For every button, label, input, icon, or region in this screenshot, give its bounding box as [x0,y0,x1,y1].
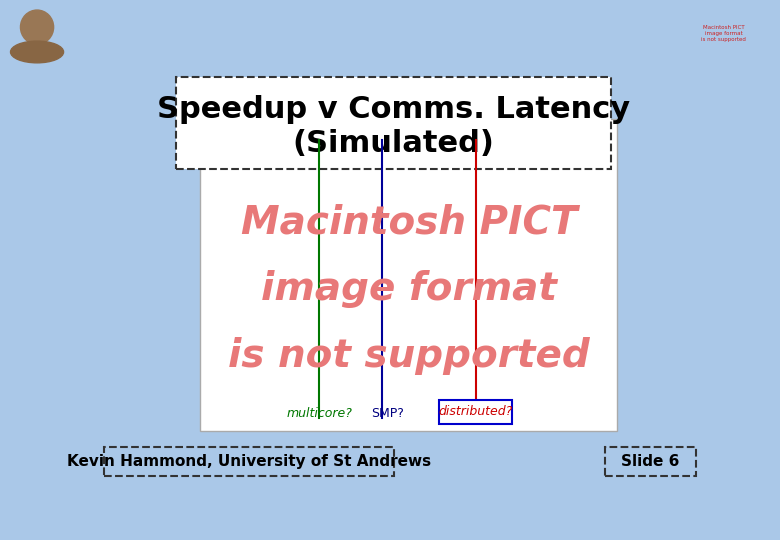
FancyBboxPatch shape [176,77,612,168]
Text: is not supported: is not supported [228,337,590,375]
Text: Slide 6: Slide 6 [622,454,680,469]
FancyBboxPatch shape [605,447,696,476]
Text: distributed?: distributed? [438,404,512,417]
Text: multicore?: multicore? [286,407,352,420]
Text: Macintosh PICT: Macintosh PICT [240,204,577,242]
Text: Kevin Hammond, University of St Andrews: Kevin Hammond, University of St Andrews [66,454,431,469]
Text: SMP?: SMP? [371,407,404,420]
FancyBboxPatch shape [104,447,394,476]
Ellipse shape [20,10,54,44]
Text: (Simulated): (Simulated) [292,129,495,158]
Text: Speedup v Comms. Latency: Speedup v Comms. Latency [157,95,630,124]
FancyBboxPatch shape [200,119,618,431]
Text: image format: image format [261,271,557,308]
Text: Macintosh PICT
image format
is not supported: Macintosh PICT image format is not suppo… [701,25,746,42]
Ellipse shape [10,41,63,63]
FancyBboxPatch shape [439,400,512,424]
